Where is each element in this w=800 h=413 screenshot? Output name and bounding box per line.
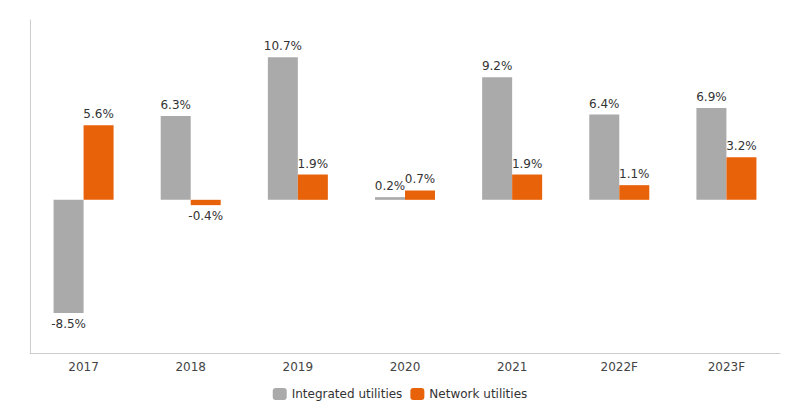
svg-text:1.9%: 1.9% <box>512 157 543 171</box>
svg-text:1.1%: 1.1% <box>619 167 650 181</box>
svg-text:2019: 2019 <box>283 360 314 374</box>
svg-text:6.4%: 6.4% <box>589 97 620 111</box>
svg-text:-0.4%: -0.4% <box>188 209 223 223</box>
svg-text:2021: 2021 <box>497 360 528 374</box>
svg-text:2018: 2018 <box>175 360 206 374</box>
svg-text:3.2%: 3.2% <box>726 139 757 153</box>
svg-text:10.7%: 10.7% <box>264 39 302 53</box>
svg-text:0.7%: 0.7% <box>405 172 436 186</box>
svg-text:Integrated utilities: Integrated utilities <box>292 387 403 401</box>
svg-text:Network utilities: Network utilities <box>429 387 527 401</box>
svg-text:2023F: 2023F <box>708 360 746 374</box>
svg-text:2017: 2017 <box>68 360 99 374</box>
svg-text:5.6%: 5.6% <box>83 107 114 121</box>
svg-text:6.9%: 6.9% <box>696 90 727 104</box>
svg-text:-8.5%: -8.5% <box>51 317 86 331</box>
svg-text:0.2%: 0.2% <box>375 179 406 193</box>
svg-text:6.3%: 6.3% <box>160 98 191 112</box>
svg-text:9.2%: 9.2% <box>482 59 513 73</box>
svg-text:2020: 2020 <box>390 360 421 374</box>
svg-text:1.9%: 1.9% <box>298 157 329 171</box>
svg-text:2022F: 2022F <box>601 360 639 374</box>
